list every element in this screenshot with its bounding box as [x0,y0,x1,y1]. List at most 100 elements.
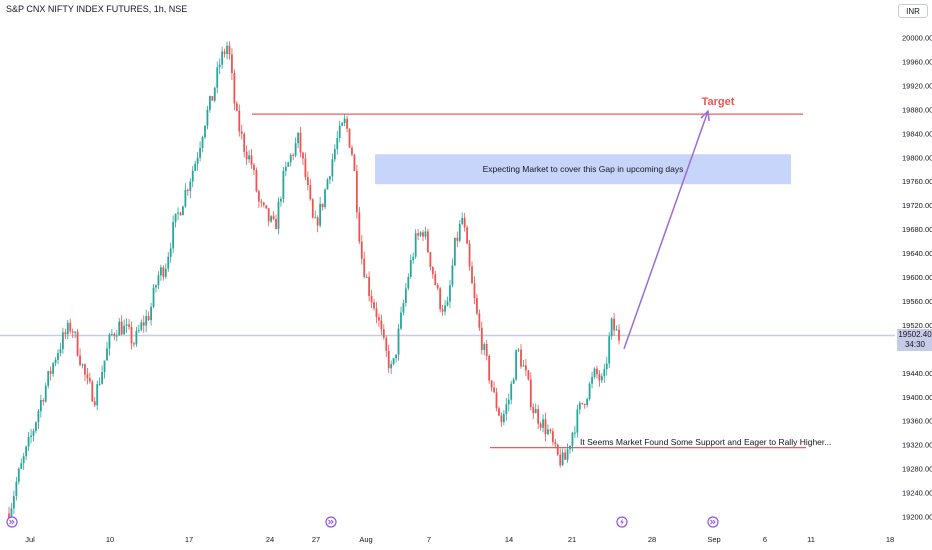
candle-body [228,45,231,55]
candle-body [400,312,402,329]
candle [483,341,486,356]
candle [500,412,503,427]
candle-body [559,454,562,466]
rally-arrow[interactable] [623,110,709,350]
candle [231,48,233,81]
candle-body [57,353,59,360]
x-tick-label: 7 [427,535,431,544]
candle [493,381,495,393]
candle [47,370,50,389]
candle-body [520,349,522,367]
candle [480,321,483,355]
candle [260,199,263,208]
current-price-value: 19502.40 [898,330,932,339]
forward-icon[interactable] [6,516,18,528]
gap-note: Expecting Market to cover this Gap in up… [483,164,684,174]
candle-body [270,216,273,222]
candle-body [500,415,503,423]
candle [581,402,584,405]
candle-body [103,360,106,372]
candle-body [476,298,478,314]
candle-body [243,133,246,152]
candle [615,325,618,331]
candle [329,175,331,185]
candle [137,324,140,334]
y-tick-label: 19240.00 [902,489,932,498]
candle [427,228,429,254]
candle-body [336,137,339,150]
candle [248,150,250,164]
candle-body [275,219,277,230]
candle-body [537,409,540,424]
candle-body [392,358,395,364]
candle-body [422,232,424,237]
candle [275,214,277,230]
candle-body [407,276,410,289]
candle-body [495,392,498,409]
candle [201,135,204,153]
candle [578,400,581,415]
chevrons-glyph [328,519,334,525]
candle-body [186,189,189,191]
candle [610,317,613,340]
candle-body [262,202,265,206]
candle-body [505,404,508,414]
candle [527,369,530,381]
candle-body [12,495,15,509]
candle-body [142,322,145,326]
candle-body [265,205,268,209]
candle [159,264,162,281]
currency-selector[interactable]: INR [898,4,928,18]
candle-body [66,322,69,335]
candle [88,372,91,384]
candle [106,341,108,361]
candle [309,178,312,201]
candle-body [35,422,37,432]
y-tick-label: 19400.00 [902,393,932,402]
candle-body [532,407,535,414]
forward-icon[interactable] [707,516,719,528]
candle-body [216,67,219,88]
candle-body [329,176,331,180]
candle-body [287,162,290,167]
y-tick-label: 19560.00 [902,297,932,306]
candle [162,265,165,281]
candle-body [446,301,449,306]
candle-body [576,409,579,433]
candle [605,356,608,376]
candle-body [409,259,412,277]
y-tick-label: 20000.00 [902,34,932,43]
candle-body [351,147,353,155]
candle-body [22,456,25,464]
candle [150,302,152,326]
candle-body [199,147,201,158]
candle-body [453,237,456,266]
chevrons-glyph [9,519,15,525]
candle [571,431,574,452]
x-tick-label: Aug [359,535,372,544]
candle-body [390,363,393,369]
candle-body [333,149,336,160]
candle-body [439,288,442,310]
candle-body [488,355,491,381]
candle-body [248,155,250,160]
candle-body [206,109,209,126]
candle-body [81,364,84,366]
candle [199,141,201,162]
candle-body [130,326,133,344]
gap-zone-box[interactable] [375,154,791,185]
candle-body [245,151,248,160]
candle-body [113,333,116,337]
candle [32,428,35,442]
candle-body [182,206,184,216]
y-tick-label: 19320.00 [902,441,932,450]
candle [561,448,564,467]
candle [289,153,292,167]
forward-icon[interactable] [325,516,337,528]
candle-body [571,432,574,446]
lightning-icon[interactable] [616,516,628,528]
candle [133,341,135,348]
chevrons-glyph [710,519,716,525]
candle [365,273,368,278]
